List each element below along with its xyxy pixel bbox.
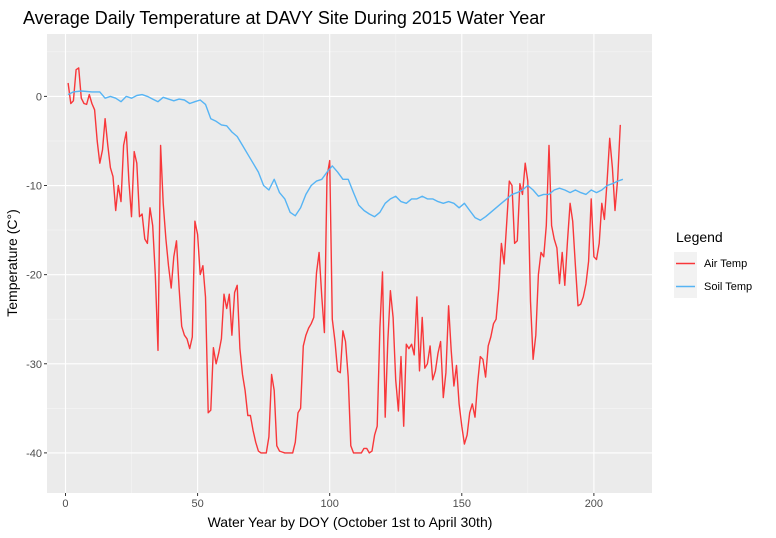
y-tick-label: -10: [26, 181, 42, 193]
series-line-soil-temp: [67, 90, 624, 221]
x-tick-label: 150: [453, 498, 471, 510]
y-tick-label: -20: [26, 270, 42, 282]
legend-label-soil-temp: Soil Temp: [704, 281, 752, 293]
y-tick-label: 0: [36, 91, 42, 103]
x-axis-title: Water Year by DOY (October 1st to April …: [208, 514, 493, 530]
chart-title: Average Daily Temperature at DAVY Site D…: [23, 8, 545, 28]
legend-label-air-temp: Air Temp: [704, 258, 747, 270]
x-axis-ticks: 0 50 100 150 200: [62, 493, 603, 510]
y-axis-ticks: 0 -10 -20 -30 -40: [26, 91, 47, 460]
y-tick-label: -40: [26, 448, 42, 460]
y-tick-label: -30: [26, 359, 42, 371]
series-layer: [67, 67, 624, 454]
x-tick-label: 100: [321, 498, 339, 510]
x-tick-label: 200: [585, 498, 603, 510]
grid-minor: [47, 34, 652, 493]
x-tick-label: 0: [62, 498, 68, 510]
x-tick-label: 50: [191, 498, 203, 510]
y-axis-title: Temperature (C°): [4, 209, 20, 317]
grid-major: [47, 34, 652, 493]
series-line-air-temp: [67, 67, 621, 454]
legend-title: Legend: [676, 229, 723, 245]
legend: Legend Air Temp Soil Temp: [674, 229, 752, 298]
